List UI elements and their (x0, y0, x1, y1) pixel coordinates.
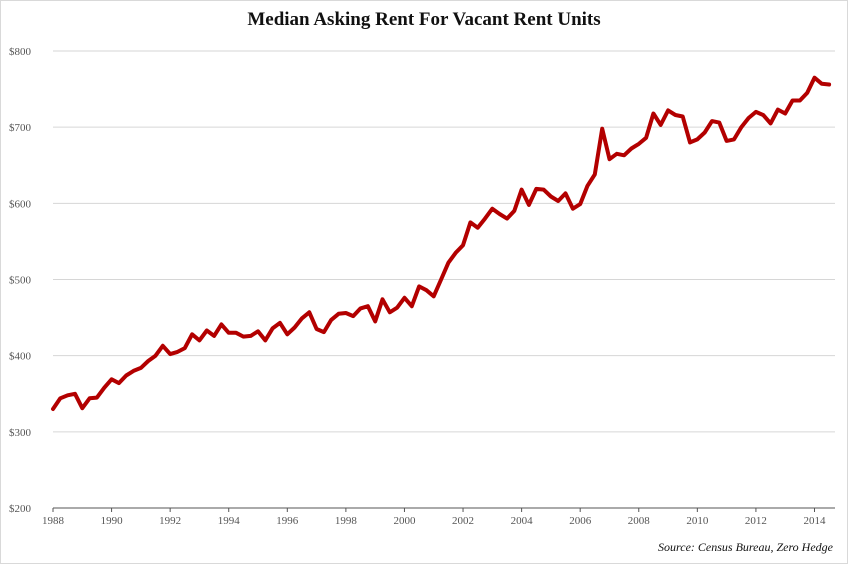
x-tick-label: 2004 (511, 515, 534, 527)
source-note: Source: Census Bureau, Zero Hedge (658, 540, 833, 554)
y-tick-label: $400 (9, 351, 32, 363)
gridlines (53, 50, 835, 509)
x-tick-label: 2012 (745, 515, 767, 527)
x-tick-label: 2010 (686, 515, 709, 527)
x-tick-label: 2008 (628, 515, 651, 527)
x-axis: 1988 1990 1992 1994 1996 1998 2000 2002 2004 2006… (42, 507, 835, 527)
y-tick-label: $200 (9, 503, 32, 515)
y-axis: $200 $300 $400 $500 $600 $700 $800 (9, 46, 32, 515)
x-tick-label: 1998 (335, 515, 358, 527)
y-tick-label: $600 (9, 198, 32, 210)
x-tick-label: 2000 (393, 515, 416, 527)
x-tick-label: 1992 (159, 515, 181, 527)
x-tick-label: 2014 (803, 515, 826, 527)
y-tick-label: $700 (9, 122, 32, 134)
x-tick-label: 1990 (101, 515, 124, 527)
y-tick-label: $800 (9, 46, 32, 58)
x-tick-label: 2002 (452, 515, 474, 527)
x-tick-label: 1988 (42, 515, 65, 527)
series-line (51, 75, 832, 411)
x-tick-label: 2006 (569, 515, 592, 527)
y-tick-label: $500 (9, 275, 32, 287)
y-tick-label: $300 (9, 427, 32, 439)
x-tick-label: 1996 (276, 515, 299, 527)
x-tick-label: 1994 (218, 515, 241, 527)
series-lines (51, 75, 832, 411)
chart-title: Median Asking Rent For Vacant Rent Units (247, 9, 601, 30)
